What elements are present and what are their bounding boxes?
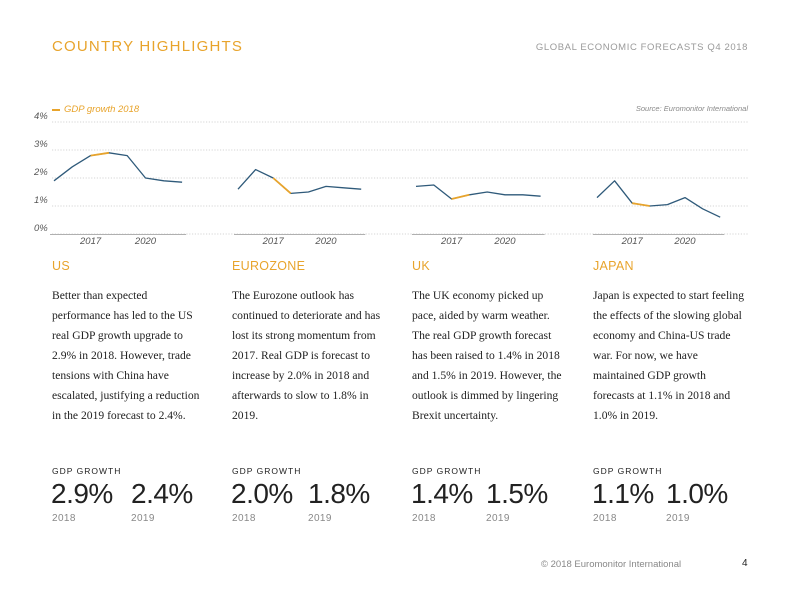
year-2019-uk: 2019	[486, 513, 510, 524]
series-line	[596, 180, 721, 218]
gdp-growth-label-eurozone: GDP GROWTH	[232, 466, 302, 476]
page-title: COUNTRY HIGHLIGHTS	[52, 38, 244, 55]
gdp-value-2018-eurozone: 2.0%	[231, 478, 293, 509]
country-title-eurozone: EUROZONE	[232, 259, 306, 273]
country-description-uk: The UK economy picked up pace, aided by …	[412, 289, 562, 422]
year-2018-us: 2018	[52, 513, 76, 524]
country-title-uk: UK	[412, 259, 430, 273]
gdp-value-2019-eurozone: 1.8%	[308, 478, 370, 509]
series-highlight	[632, 202, 650, 207]
y-tick-label: 4%	[34, 111, 48, 122]
country-title-japan: JAPAN	[593, 259, 634, 273]
gdp-value-2018-us: 2.9%	[51, 478, 113, 509]
year-2018-eurozone: 2018	[232, 513, 256, 524]
page-number: 4	[742, 558, 748, 569]
year-2018-uk: 2018	[412, 513, 436, 524]
source-note: Source: Euromonitor International	[635, 104, 748, 113]
gdp-growth-label-us: GDP GROWTH	[52, 466, 122, 476]
country-title-us: US	[52, 259, 70, 273]
series-line	[53, 152, 183, 183]
gdp-value-2018-japan: 1.1%	[592, 478, 654, 509]
country-description-eurozone: The Eurozone outlook has continued to de…	[232, 289, 381, 422]
chart-legend: GDP growth 2018	[52, 104, 139, 115]
legend-swatch	[52, 108, 60, 111]
gdp-value-2018-uk: 1.4%	[411, 478, 473, 509]
year-2018-japan: 2018	[593, 513, 617, 524]
country-description-us: Better than expected performance has led…	[52, 289, 200, 422]
y-tick-label: 0%	[34, 223, 48, 234]
x-tick-label: 2017	[262, 236, 285, 247]
gdp-value-2019-us: 2.4%	[131, 478, 193, 509]
year-2019-japan: 2019	[666, 513, 690, 524]
x-tick-label: 2020	[673, 236, 696, 247]
x-tick-label: 2017	[79, 236, 102, 247]
y-tick-label: 1%	[34, 195, 48, 206]
y-tick-label: 3%	[34, 139, 48, 150]
x-tick-label: 2020	[493, 236, 516, 247]
x-tick-label: 2017	[440, 236, 463, 247]
series-line	[237, 168, 362, 195]
legend-label: GDP growth 2018	[64, 104, 140, 115]
x-tick-label: 2020	[134, 236, 157, 247]
gdp-value-2019-japan: 1.0%	[666, 478, 728, 509]
gdp-value-2019-uk: 1.5%	[486, 478, 548, 509]
report-title: GLOBAL ECONOMIC FORECASTS Q4 2018	[535, 42, 748, 53]
x-tick-label: 2020	[314, 236, 337, 247]
year-2019-eurozone: 2019	[308, 513, 332, 524]
series-highlight	[90, 151, 110, 157]
series-highlight	[272, 177, 292, 195]
series-highlight	[451, 193, 470, 200]
series-line	[415, 184, 541, 200]
x-tick-label: 2017	[621, 236, 644, 247]
gdp-growth-label-uk: GDP GROWTH	[412, 466, 482, 476]
copyright: © 2018 Euromonitor International	[541, 559, 682, 570]
y-tick-label: 2%	[33, 167, 48, 178]
country-description-japan: Japan is expected to start feeling the e…	[593, 289, 744, 422]
year-2019-us: 2019	[131, 513, 155, 524]
gdp-growth-label-japan: GDP GROWTH	[593, 466, 663, 476]
